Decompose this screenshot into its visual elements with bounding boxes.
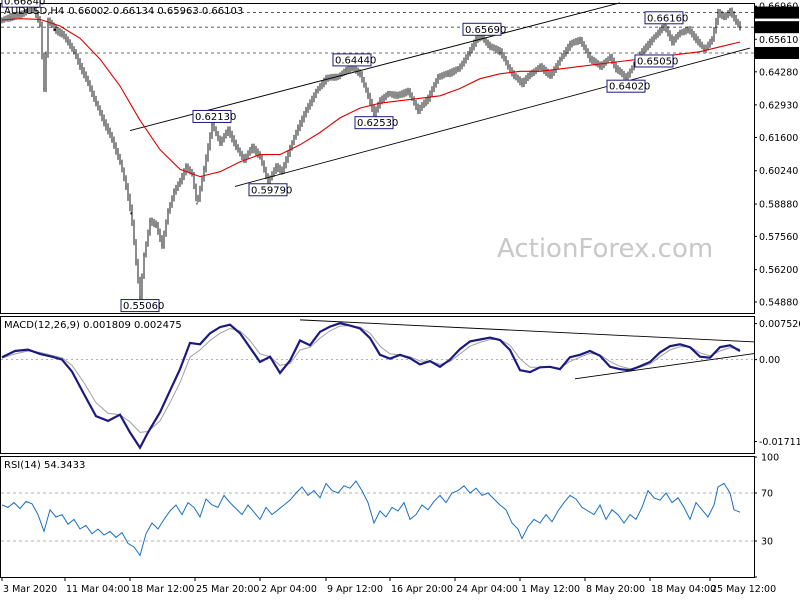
price-annotation-label: 0.66160 [647, 13, 688, 24]
main-y-tick-label: 0.56200 [759, 265, 798, 276]
price-tag-label: 0.66103 [758, 23, 797, 34]
price-annotation-label: 0.62130 [195, 112, 236, 123]
rsi-title: RSI(14) 54.3433 [4, 460, 85, 471]
macd-trendline-lower [574, 352, 756, 380]
x-tick-label: 1 May 12:00 [521, 584, 580, 595]
price-annotation-box [606, 79, 646, 93]
main-title: AUDUSD,H4 0.66002 0.66134 0.65963 0.66103 [4, 6, 243, 17]
main-y-tick-label: 0.61600 [759, 133, 798, 144]
price-tag [755, 46, 799, 59]
price-annotation-label: 0.59790 [251, 185, 292, 196]
main-y-tick-label: 0.64280 [759, 67, 798, 78]
main-y-tick-label: 0.57560 [759, 232, 798, 243]
price-annotation-label: 0.65690 [465, 25, 506, 36]
price-tag [755, 21, 799, 34]
macd-y-tick-label: -0.017112 [759, 437, 800, 448]
channel-upper-line [129, 2, 621, 132]
macd-panel: 0.007526 0.00 -0.017112 [1, 319, 800, 450]
x-tick-label: 8 May 20:00 [586, 584, 645, 595]
macd-panel-frame [0, 316, 755, 454]
main-y-tick-label: 0.58880 [759, 200, 798, 211]
price-annotation-label: 0.64020 [609, 82, 650, 93]
watermark: ActionForex.com [497, 234, 713, 264]
price-annotation-box [1, 0, 41, 8]
macd-trendline-upper [299, 319, 756, 343]
channel-lower-line [234, 47, 751, 187]
price-annotation-label: 0.62530 [357, 118, 398, 129]
macd-y-tick-label: 0.00 [759, 355, 780, 366]
price-tag-label: 0.66700 [758, 8, 797, 19]
macd-title: MACD(12,26,9) 0.001809 0.002475 [4, 320, 182, 331]
main-panel-frame [0, 3, 755, 314]
price-annotation-label: 0.55060 [123, 301, 164, 312]
moving-average-line [1, 18, 741, 178]
macd-y-tick-label: 0.007526 [759, 319, 800, 330]
price-annotation-box [192, 109, 232, 123]
rsi-panel: 100 70 30 [1, 453, 779, 578]
rsi-y-tick-label: 30 [761, 537, 773, 548]
main-y-tick-label: 0.60240 [759, 166, 798, 177]
x-tick-label: 16 Apr 20:00 [391, 584, 453, 595]
macd-main-line [1, 322, 741, 450]
rsi-line [1, 480, 741, 557]
x-tick-label: 2 Apr 04:00 [261, 584, 317, 595]
x-tick-label: 3 Mar 2020 [3, 584, 57, 595]
price-tag [755, 6, 799, 19]
rsi-y-tick-label: 100 [761, 453, 779, 464]
x-tick-label: 18 May 04:00 [651, 584, 716, 595]
macd-signal-line [1, 325, 741, 433]
main-y-tick-label: 0.54880 [759, 297, 798, 308]
x-tick-label: 25 Mar 20:00 [196, 584, 259, 595]
price-annotation-box [248, 183, 288, 197]
price-annotation-box [354, 116, 394, 130]
price-annotation-box [634, 54, 674, 68]
rsi-y-tick-label: 70 [761, 489, 773, 500]
x-tick-label: 25 May 12:00 [711, 584, 776, 595]
x-tick-label: 24 Apr 04:00 [456, 584, 518, 595]
price-annotation-box [120, 299, 160, 313]
x-tick-label: 18 Mar 12:00 [131, 584, 194, 595]
price-annotation-label: 0.64440 [335, 55, 376, 66]
price-annotation-box [644, 11, 684, 25]
price-annotation-box [332, 53, 372, 67]
x-tick-label: 9 Apr 12:00 [327, 584, 383, 595]
x-axis: 3 Mar 2020 11 Mar 04:00 18 Mar 12:00 25 Mar… [1, 577, 776, 595]
price-annotation-label: 0.65050 [637, 56, 678, 67]
x-tick-label: 11 Mar 04:00 [66, 584, 129, 595]
price-tag-label: 0.65050 [758, 48, 797, 59]
rsi-panel-frame [0, 456, 755, 578]
main-panel: 0.669600.656100.642800.629300.616000.602… [1, 0, 799, 313]
main-y-tick-label: 0.65610 [759, 35, 798, 46]
main-y-tick-label: 0.62930 [759, 100, 798, 111]
price-annotation-box [462, 22, 502, 36]
price-annotation-label: 0.66840 [4, 0, 45, 8]
